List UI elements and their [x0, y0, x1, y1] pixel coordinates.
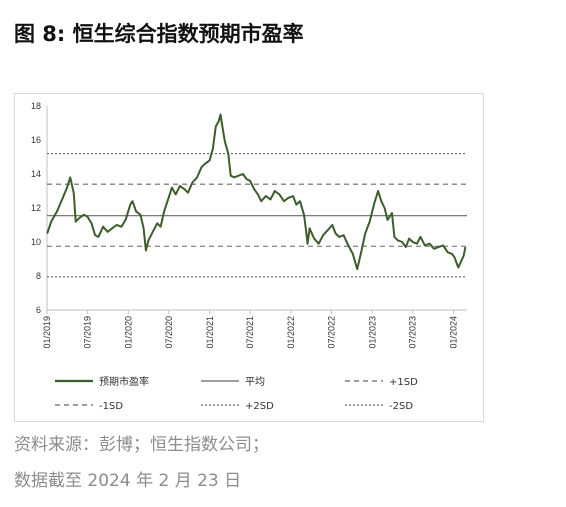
y-tick-label: 18 — [31, 101, 41, 111]
figure-label: 图 8: — [14, 22, 66, 46]
legend-label-0: 预期市盈率 — [99, 375, 149, 388]
chart-container: 6 8 10 12 14 16 18 01/2019 07/2019 01/2020 07/2020… — [14, 93, 484, 422]
as-of-note: 数据截至 2024 年 2 月 23 日 — [14, 471, 242, 491]
x-tick-label: 07/2021 — [245, 316, 255, 349]
figure-title: 图 8: 恒生综合指数预期市盈率 — [14, 18, 304, 48]
pe-series-line — [46, 113, 467, 271]
legend-label-3: -1SD — [99, 401, 123, 412]
legend-label-2: +1SD — [389, 377, 418, 388]
legend-label-4: +2SD — [245, 401, 274, 412]
figure-title-text: 恒生综合指数预期市盈率 — [72, 22, 304, 46]
source-note: 资料来源：彭博；恒生指数公司； — [14, 435, 269, 455]
x-tick-label: 01/2023 — [367, 316, 377, 349]
legend-label-5: -2SD — [389, 401, 413, 412]
x-tick-label: 01/2019 — [42, 316, 52, 349]
x-tick-label: 07/2022 — [326, 316, 336, 349]
x-tick-label: 07/2019 — [82, 316, 92, 349]
y-tick-label: 6 — [36, 305, 41, 315]
x-tick-label: 07/2020 — [164, 316, 174, 349]
x-tick-label: 01/2022 — [286, 316, 296, 349]
x-tick-label: 07/2023 — [408, 316, 418, 349]
pe-chart: 6 8 10 12 14 16 18 01/2019 07/2019 01/2020 07/2020… — [31, 101, 467, 412]
y-tick-label: 12 — [31, 203, 41, 213]
y-tick-label: 16 — [31, 135, 41, 145]
y-tick-label: 8 — [36, 271, 41, 281]
x-tick-label: 01/2024 — [449, 316, 459, 349]
y-tick-label: 14 — [31, 169, 41, 179]
x-tick-label: 01/2021 — [205, 316, 215, 349]
y-tick-label: 10 — [31, 237, 41, 247]
legend-label-1: 平均 — [245, 376, 265, 388]
x-tick-label: 01/2020 — [123, 316, 133, 349]
